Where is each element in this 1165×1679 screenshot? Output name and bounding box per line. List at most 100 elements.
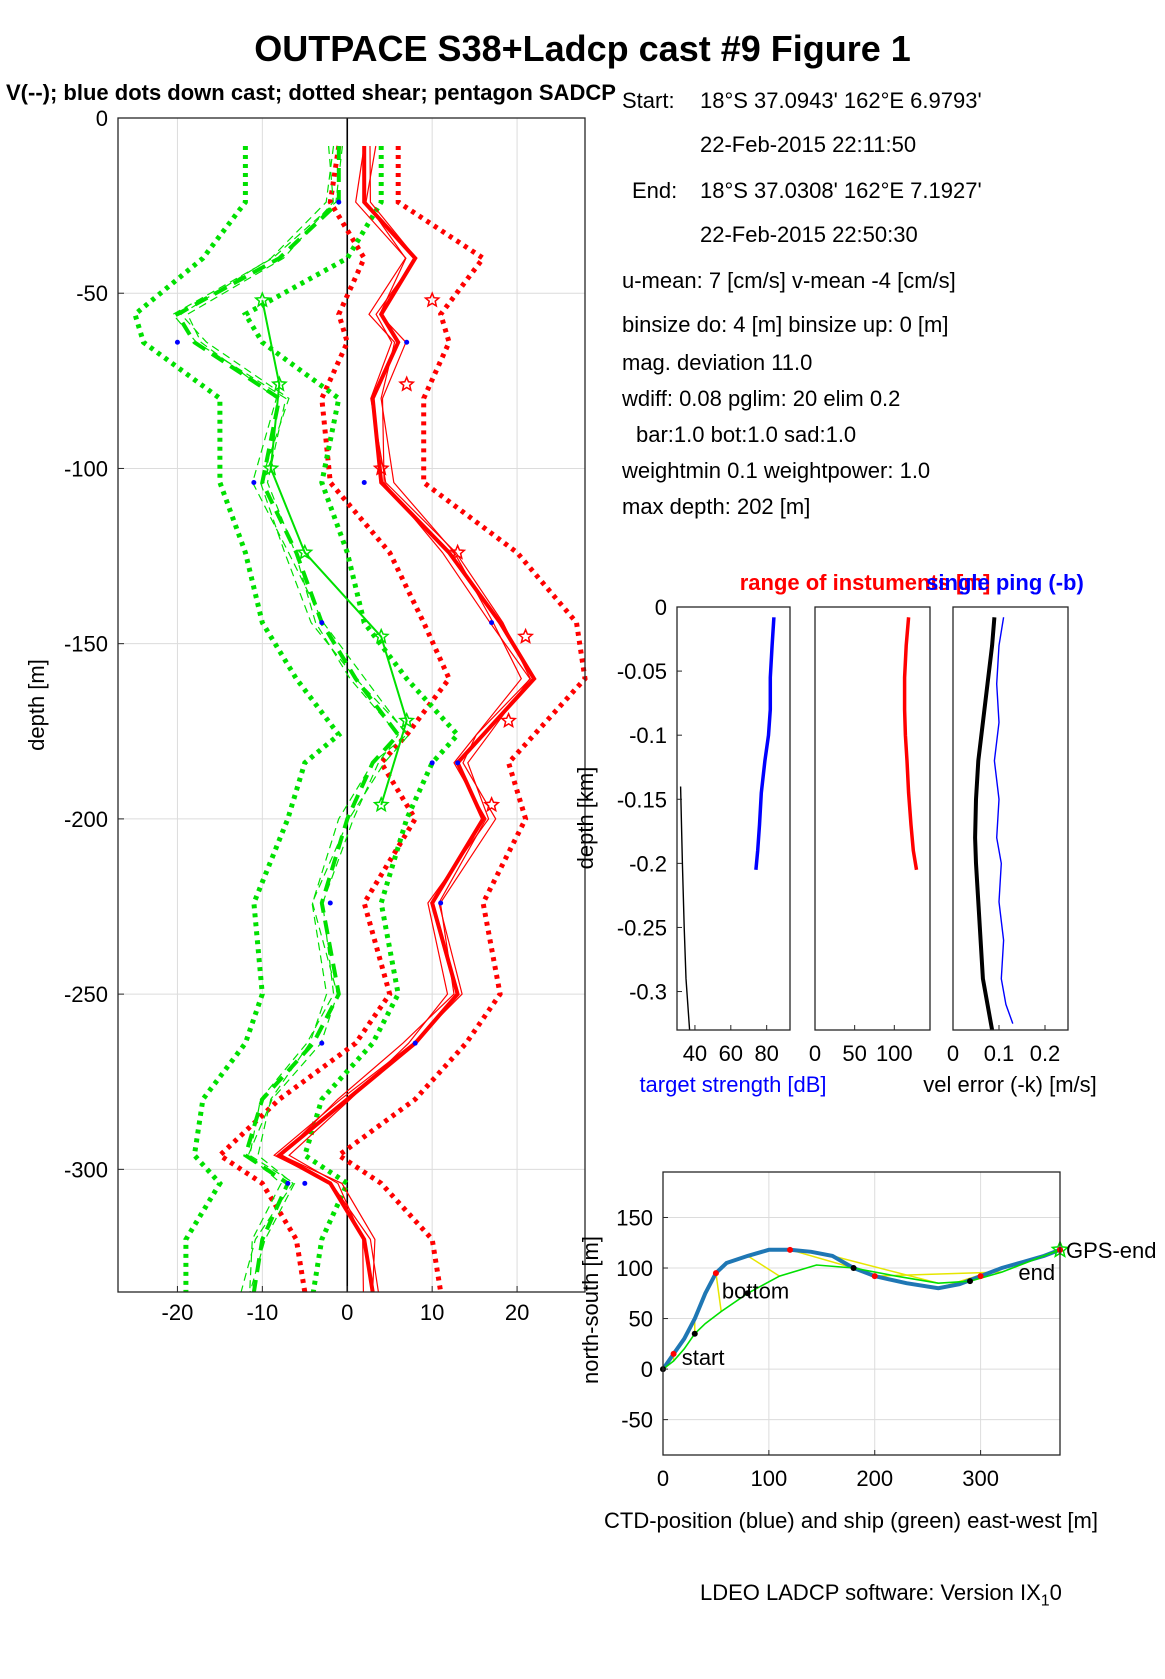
ctd-position-dot [670, 1350, 677, 1357]
binsize-text: binsize do: 4 [m] binsize up: 0 [m] [622, 312, 949, 337]
end-label: End: [632, 178, 678, 203]
y-tick-label: -50 [76, 281, 108, 306]
downcast-dot [319, 620, 325, 626]
x-tick-label: 50 [842, 1041, 866, 1066]
ship-position-dot [744, 1290, 751, 1297]
v-sadcp-marker [372, 627, 390, 644]
chart-title: single ping (-b) [926, 570, 1084, 595]
chart-title: range of instuments [m] [740, 570, 991, 595]
x-tick-label: 20 [505, 1300, 529, 1325]
downcast-dot [302, 1180, 308, 1186]
downcast-dot [251, 479, 257, 485]
v-sadcp-marker [253, 291, 271, 308]
v-shear-min-line [132, 146, 343, 1292]
u-sadcp-marker [500, 711, 518, 728]
footer-subscript: 1 [1040, 1592, 1050, 1610]
ship-position-dot [850, 1265, 857, 1272]
x-tick-label: 100 [751, 1466, 788, 1491]
target-strength-frame [676, 606, 791, 1031]
start-label: Start: [622, 88, 675, 113]
y-tick-label: 0 [96, 106, 108, 131]
v-shear-max-line [241, 146, 461, 1293]
y-tick-label: -200 [64, 807, 108, 832]
y-tick-label: -50 [621, 1408, 653, 1433]
weight-text: weightmin 0.1 weightpower: 1.0 [622, 458, 931, 483]
x-tick-label: 0 [341, 1300, 353, 1325]
track-annotation: bottom [722, 1278, 789, 1303]
mean-velocity: u-mean: 7 [cm/s] v-mean -4 [cm/s] [622, 268, 956, 293]
y-tick-label: 150 [616, 1205, 653, 1230]
v-sadcp-marker [398, 711, 416, 728]
v-ensemble-line [180, 145, 410, 1293]
x-tick-label: 100 [876, 1041, 913, 1066]
footer-text: LDEO LADCP software: Version IX [700, 1580, 1041, 1605]
ctd-position-dot [871, 1273, 878, 1280]
x-tick-label: 40 [683, 1041, 707, 1066]
ctd-position-dot [787, 1246, 794, 1253]
x-tick-label: 200 [856, 1466, 893, 1491]
ctd-position-dot [977, 1273, 984, 1280]
track-annotation: end [1018, 1260, 1055, 1285]
x-tick-label: 0 [657, 1466, 669, 1491]
downcast-dot [412, 1040, 418, 1046]
x-axis-label: CTD-position (blue) and ship (green) eas… [604, 1508, 1098, 1533]
x-tick-label: 0.1 [984, 1041, 1015, 1066]
x-axis-label: vel error (-k) [m/s] [923, 1072, 1097, 1097]
end-time: 22-Feb-2015 22:50:30 [700, 222, 918, 247]
ship-position-dot [691, 1330, 698, 1337]
ctd-track-line [661, 1247, 1061, 1371]
y-tick-label: 100 [616, 1256, 653, 1281]
range-line [902, 617, 919, 871]
software-version: LDEO LADCP software: Version IX10 [700, 1580, 1062, 1610]
v-sadcp-marker [372, 795, 390, 813]
velocity-profile-chart: -20 -10 0 10 200-50-100-150-200-250-300depth… [24, 106, 588, 1325]
x-tick-label: 300 [962, 1466, 999, 1491]
downcast-dot [361, 479, 367, 485]
downcast-dot [404, 339, 410, 345]
y-axis-label: depth [m] [24, 659, 49, 751]
x-tick-label: 0 [809, 1041, 821, 1066]
v-sadcp-line [261, 300, 408, 806]
y-tick-label: -0.15 [617, 787, 667, 812]
y-tick-label: 0 [641, 1357, 653, 1382]
track-chart: start bottom end GPS-end 0 100 200 300 150 100 50 0… [578, 1171, 1157, 1533]
y-axis-label: depth [km] [573, 767, 598, 870]
downcast-dot [455, 760, 461, 766]
x-tick-label: 80 [754, 1041, 778, 1066]
track-annotation: GPS-end [1066, 1238, 1157, 1263]
x-tick-label: -10 [246, 1300, 278, 1325]
vel-error-frame [952, 606, 1069, 1031]
x-tick-label: 0 [947, 1041, 959, 1066]
u-sadcp-marker [398, 375, 416, 392]
start-time: 22-Feb-2015 22:11:50 [700, 132, 917, 157]
x-tick-label: 60 [719, 1041, 743, 1066]
range-line [679, 786, 691, 1031]
y-tick-label: -0.05 [617, 659, 667, 684]
x-tick-label: 10 [420, 1300, 444, 1325]
v-ensemble-line [172, 145, 399, 1293]
downcast-dot [336, 199, 342, 205]
downcast-dot [489, 620, 495, 626]
start-position: 18°S 37.0943' 162°E 6.9793' [700, 88, 982, 113]
connector-line [832, 1255, 939, 1284]
u-profile-line [275, 146, 537, 1293]
ctd-position-dot [712, 1270, 719, 1277]
u-shear-max-line [334, 146, 588, 1293]
connector-line [715, 1272, 722, 1312]
u-sadcp-marker [517, 627, 535, 644]
y-tick-label: -0.1 [629, 723, 667, 748]
y-tick-label: -100 [64, 456, 108, 481]
x-axis-label: target strength [dB] [639, 1072, 826, 1097]
y-axis-label: north-south [m] [578, 1236, 603, 1384]
downcast-dot [174, 339, 180, 345]
target-strength-line [754, 617, 776, 870]
single-ping-line [993, 617, 1014, 1024]
y-tick-label: -0.25 [617, 915, 667, 940]
v-ensemble-line [186, 145, 408, 1293]
y-tick-label: -0.3 [629, 980, 667, 1005]
vel-error-chart: 0 0.1 0.2 single ping (-b) vel error (-k) [m… [923, 570, 1097, 1097]
range-chart: 0 50 100 [809, 606, 931, 1066]
downcast-dot [285, 1180, 291, 1186]
downcast-dot [429, 760, 435, 766]
